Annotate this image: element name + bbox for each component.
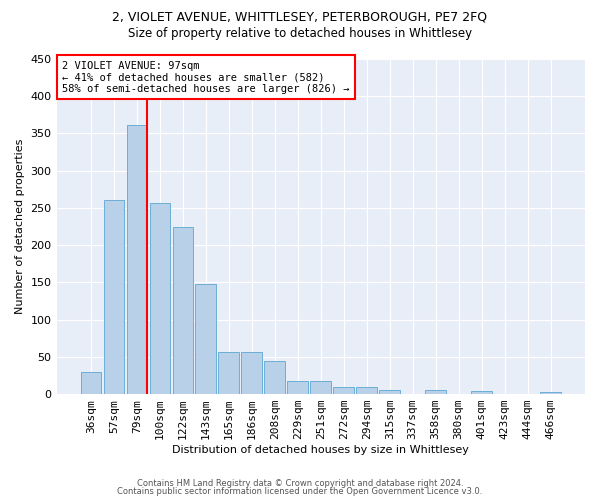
X-axis label: Distribution of detached houses by size in Whittlesey: Distribution of detached houses by size … — [172, 445, 469, 455]
Text: 2 VIOLET AVENUE: 97sqm
← 41% of detached houses are smaller (582)
58% of semi-de: 2 VIOLET AVENUE: 97sqm ← 41% of detached… — [62, 60, 349, 94]
Bar — [425, 390, 446, 394]
Text: Contains HM Land Registry data © Crown copyright and database right 2024.: Contains HM Land Registry data © Crown c… — [137, 478, 463, 488]
Y-axis label: Number of detached properties: Number of detached properties — [15, 139, 25, 314]
Bar — [241, 352, 262, 394]
Text: 2, VIOLET AVENUE, WHITTLESEY, PETERBOROUGH, PE7 2FQ: 2, VIOLET AVENUE, WHITTLESEY, PETERBOROU… — [112, 10, 488, 23]
Bar — [287, 380, 308, 394]
Text: Contains public sector information licensed under the Open Government Licence v3: Contains public sector information licen… — [118, 487, 482, 496]
Bar — [310, 380, 331, 394]
Bar — [472, 391, 492, 394]
Bar — [196, 284, 216, 394]
Text: Size of property relative to detached houses in Whittlesey: Size of property relative to detached ho… — [128, 28, 472, 40]
Bar — [540, 392, 561, 394]
Bar — [265, 360, 285, 394]
Bar — [127, 124, 147, 394]
Bar — [173, 226, 193, 394]
Bar — [379, 390, 400, 394]
Bar — [218, 352, 239, 394]
Bar — [149, 202, 170, 394]
Bar — [80, 372, 101, 394]
Bar — [334, 386, 354, 394]
Bar — [356, 386, 377, 394]
Bar — [104, 200, 124, 394]
